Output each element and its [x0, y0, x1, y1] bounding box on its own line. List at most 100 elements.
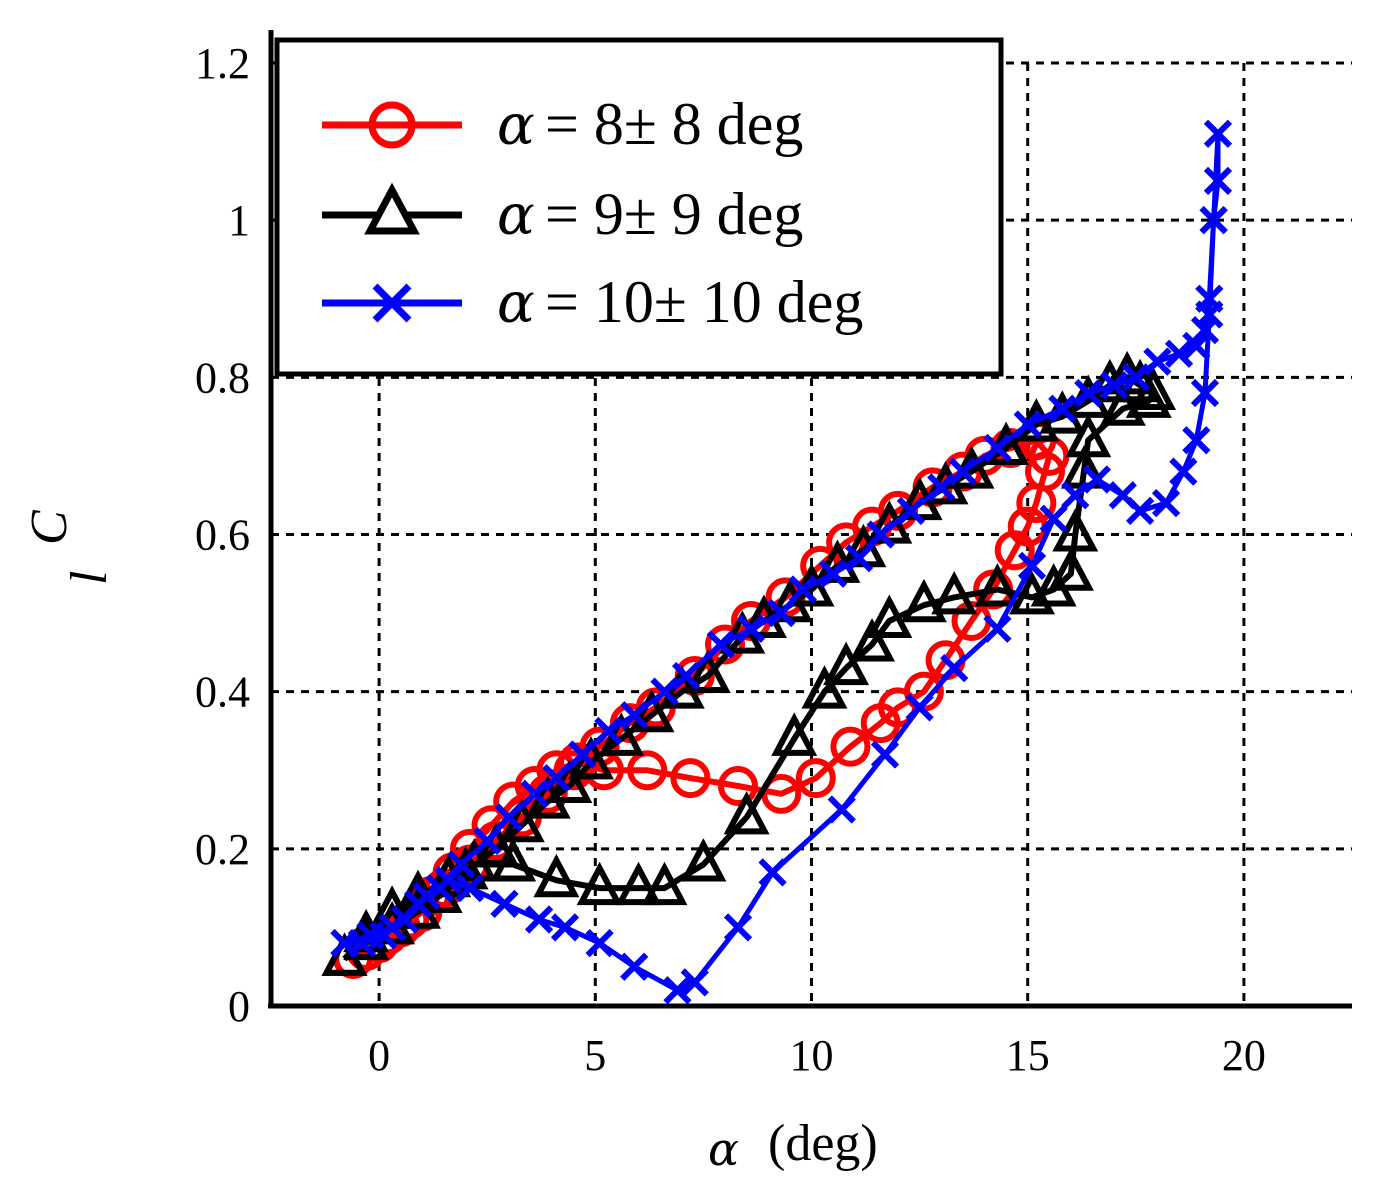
data-point-s2-17: [866, 594, 913, 638]
data-point-s3-34: [1203, 119, 1233, 148]
x-axis-title-symbol: α: [708, 1122, 739, 1176]
data-point-s2-9: [615, 861, 662, 906]
y-tick-label-1: 0.2: [195, 825, 250, 874]
data-point-s3-30: [1190, 378, 1220, 408]
data-point-s3-15: [758, 858, 787, 887]
data-point-s2-12: [723, 790, 770, 835]
data-point-s3-57: [671, 661, 701, 691]
data-point-s3-14: [723, 913, 753, 942]
data-point-s3-11: [620, 952, 649, 981]
data-point-s3-20: [983, 614, 1012, 643]
data-point-s2-26: [1065, 413, 1112, 458]
y-axis-title-sub: l: [61, 571, 118, 585]
legend-label-symbol-2: α: [497, 183, 535, 248]
data-point-s3-19: [940, 653, 969, 683]
data-point-s3-37: [1190, 316, 1220, 345]
data-point-s3-69: [377, 913, 407, 942]
data-point-s2-8: [576, 861, 623, 906]
data-point-s3-61: [568, 740, 597, 769]
data-point-s1-15: [717, 765, 758, 806]
data-point-s3-38: [1182, 331, 1211, 361]
data-point-s3-8: [524, 905, 554, 934]
data-point-s3-68: [403, 889, 433, 918]
data-point-s3-40: [1143, 347, 1172, 376]
legend-label-3: = 10± 10 deg: [545, 269, 863, 335]
data-point-s3-17: [870, 740, 900, 769]
x-axis-title: α (deg): [708, 1115, 878, 1176]
data-point-s3-12: [663, 976, 692, 1005]
y-tick-label-2: 0.4: [195, 668, 250, 717]
tick-labels: 0 5 10 15 20 0 0.2 0.4 0.6 0.8 1 1.2: [195, 39, 1266, 1080]
data-point-s3-50: [866, 520, 895, 549]
data-point-s3-64: [494, 803, 523, 832]
x-tick-label-3: 15: [1006, 1031, 1050, 1080]
data-point-s3-52: [818, 559, 848, 588]
data-point-s2-24: [1052, 508, 1099, 552]
data-point-s3-13: [680, 968, 709, 997]
x-axis-title-unit: (deg): [768, 1115, 878, 1172]
data-point-s1-46: [553, 750, 594, 791]
data-point-s3-7: [490, 889, 519, 918]
data-point-s2-20: [974, 563, 1021, 607]
data-point-s3-28: [1169, 457, 1198, 486]
data-point-s1-18: [830, 726, 871, 767]
data-point-s3-42: [1100, 371, 1129, 400]
data-point-s3-45: [1013, 410, 1042, 439]
data-point-s3-10: [585, 929, 614, 958]
data-point-s3-62: [542, 763, 571, 793]
y-axis-title: C l: [21, 509, 118, 585]
data-point-s3-46: [983, 433, 1012, 463]
data-point-s3-16: [827, 795, 856, 824]
data-point-s3-55: [736, 614, 766, 643]
data-point-s3-26: [1125, 496, 1155, 526]
legend-label-1: = 8± 8 deg: [545, 91, 803, 157]
y-axis-title-main: C: [21, 509, 78, 545]
data-point-s2-19: [931, 570, 978, 615]
data-point-s2-47: [684, 649, 731, 693]
data-point-s3-54: [767, 598, 796, 628]
data-point-s3-59: [620, 701, 649, 730]
data-point-s1-13: [627, 750, 668, 791]
axes: [268, 30, 1352, 1009]
data-point-s2-27: [1099, 382, 1146, 426]
data-point-s3-33: [1203, 166, 1233, 195]
data-point-s1-17: [795, 758, 836, 799]
data-point-s3-51: [844, 543, 874, 573]
data-point-s3-56: [706, 630, 735, 659]
data-point-s2-13: [771, 712, 818, 756]
data-point-s3-49: [896, 496, 926, 526]
legend-marker-circle: [368, 101, 416, 149]
data-point-s3-36: [1195, 284, 1224, 313]
x-tick-label-1: 5: [584, 1031, 606, 1080]
data-point-s2-16: [849, 618, 896, 662]
data-point-s3-9: [550, 913, 580, 942]
data-point-s3-39: [1164, 339, 1194, 368]
data-point-s2-18: [900, 578, 947, 623]
legend-label-2: = 9± 9 deg: [545, 181, 803, 247]
data-point-s2-49: [628, 688, 675, 733]
legend-marker-triangle: [364, 182, 420, 235]
data-point-s3-70: [356, 921, 385, 950]
data-point-s3-66: [447, 850, 476, 879]
data-point-s3-27: [1151, 488, 1181, 518]
data-point-s3-60: [594, 716, 623, 746]
data-point-s3-6: [455, 874, 485, 903]
y-tick-label-6: 1.2: [195, 39, 250, 88]
data-point-s2-51: [567, 735, 614, 780]
data-point-s2-14: [801, 665, 848, 709]
data-point-s2-7: [533, 853, 580, 898]
data-point-s3-35: [1199, 206, 1228, 235]
data-point-s3-23: [1061, 481, 1090, 510]
y-tick-label-5: 1: [228, 196, 250, 245]
legend-marker-x: [372, 283, 412, 323]
data-point-s3-48: [927, 473, 956, 502]
data-point-s3-71: [330, 929, 359, 958]
x-tick-label-0: 0: [368, 1031, 390, 1080]
data-point-s2-15: [823, 641, 870, 686]
data-point-s3-18: [905, 693, 934, 722]
legend-entry-1: α = 8± 8 deg: [322, 91, 803, 158]
data-point-s2-55: [472, 822, 519, 866]
data-point-s3-63: [520, 779, 549, 808]
y-tick-label-4: 0.8: [195, 353, 250, 402]
